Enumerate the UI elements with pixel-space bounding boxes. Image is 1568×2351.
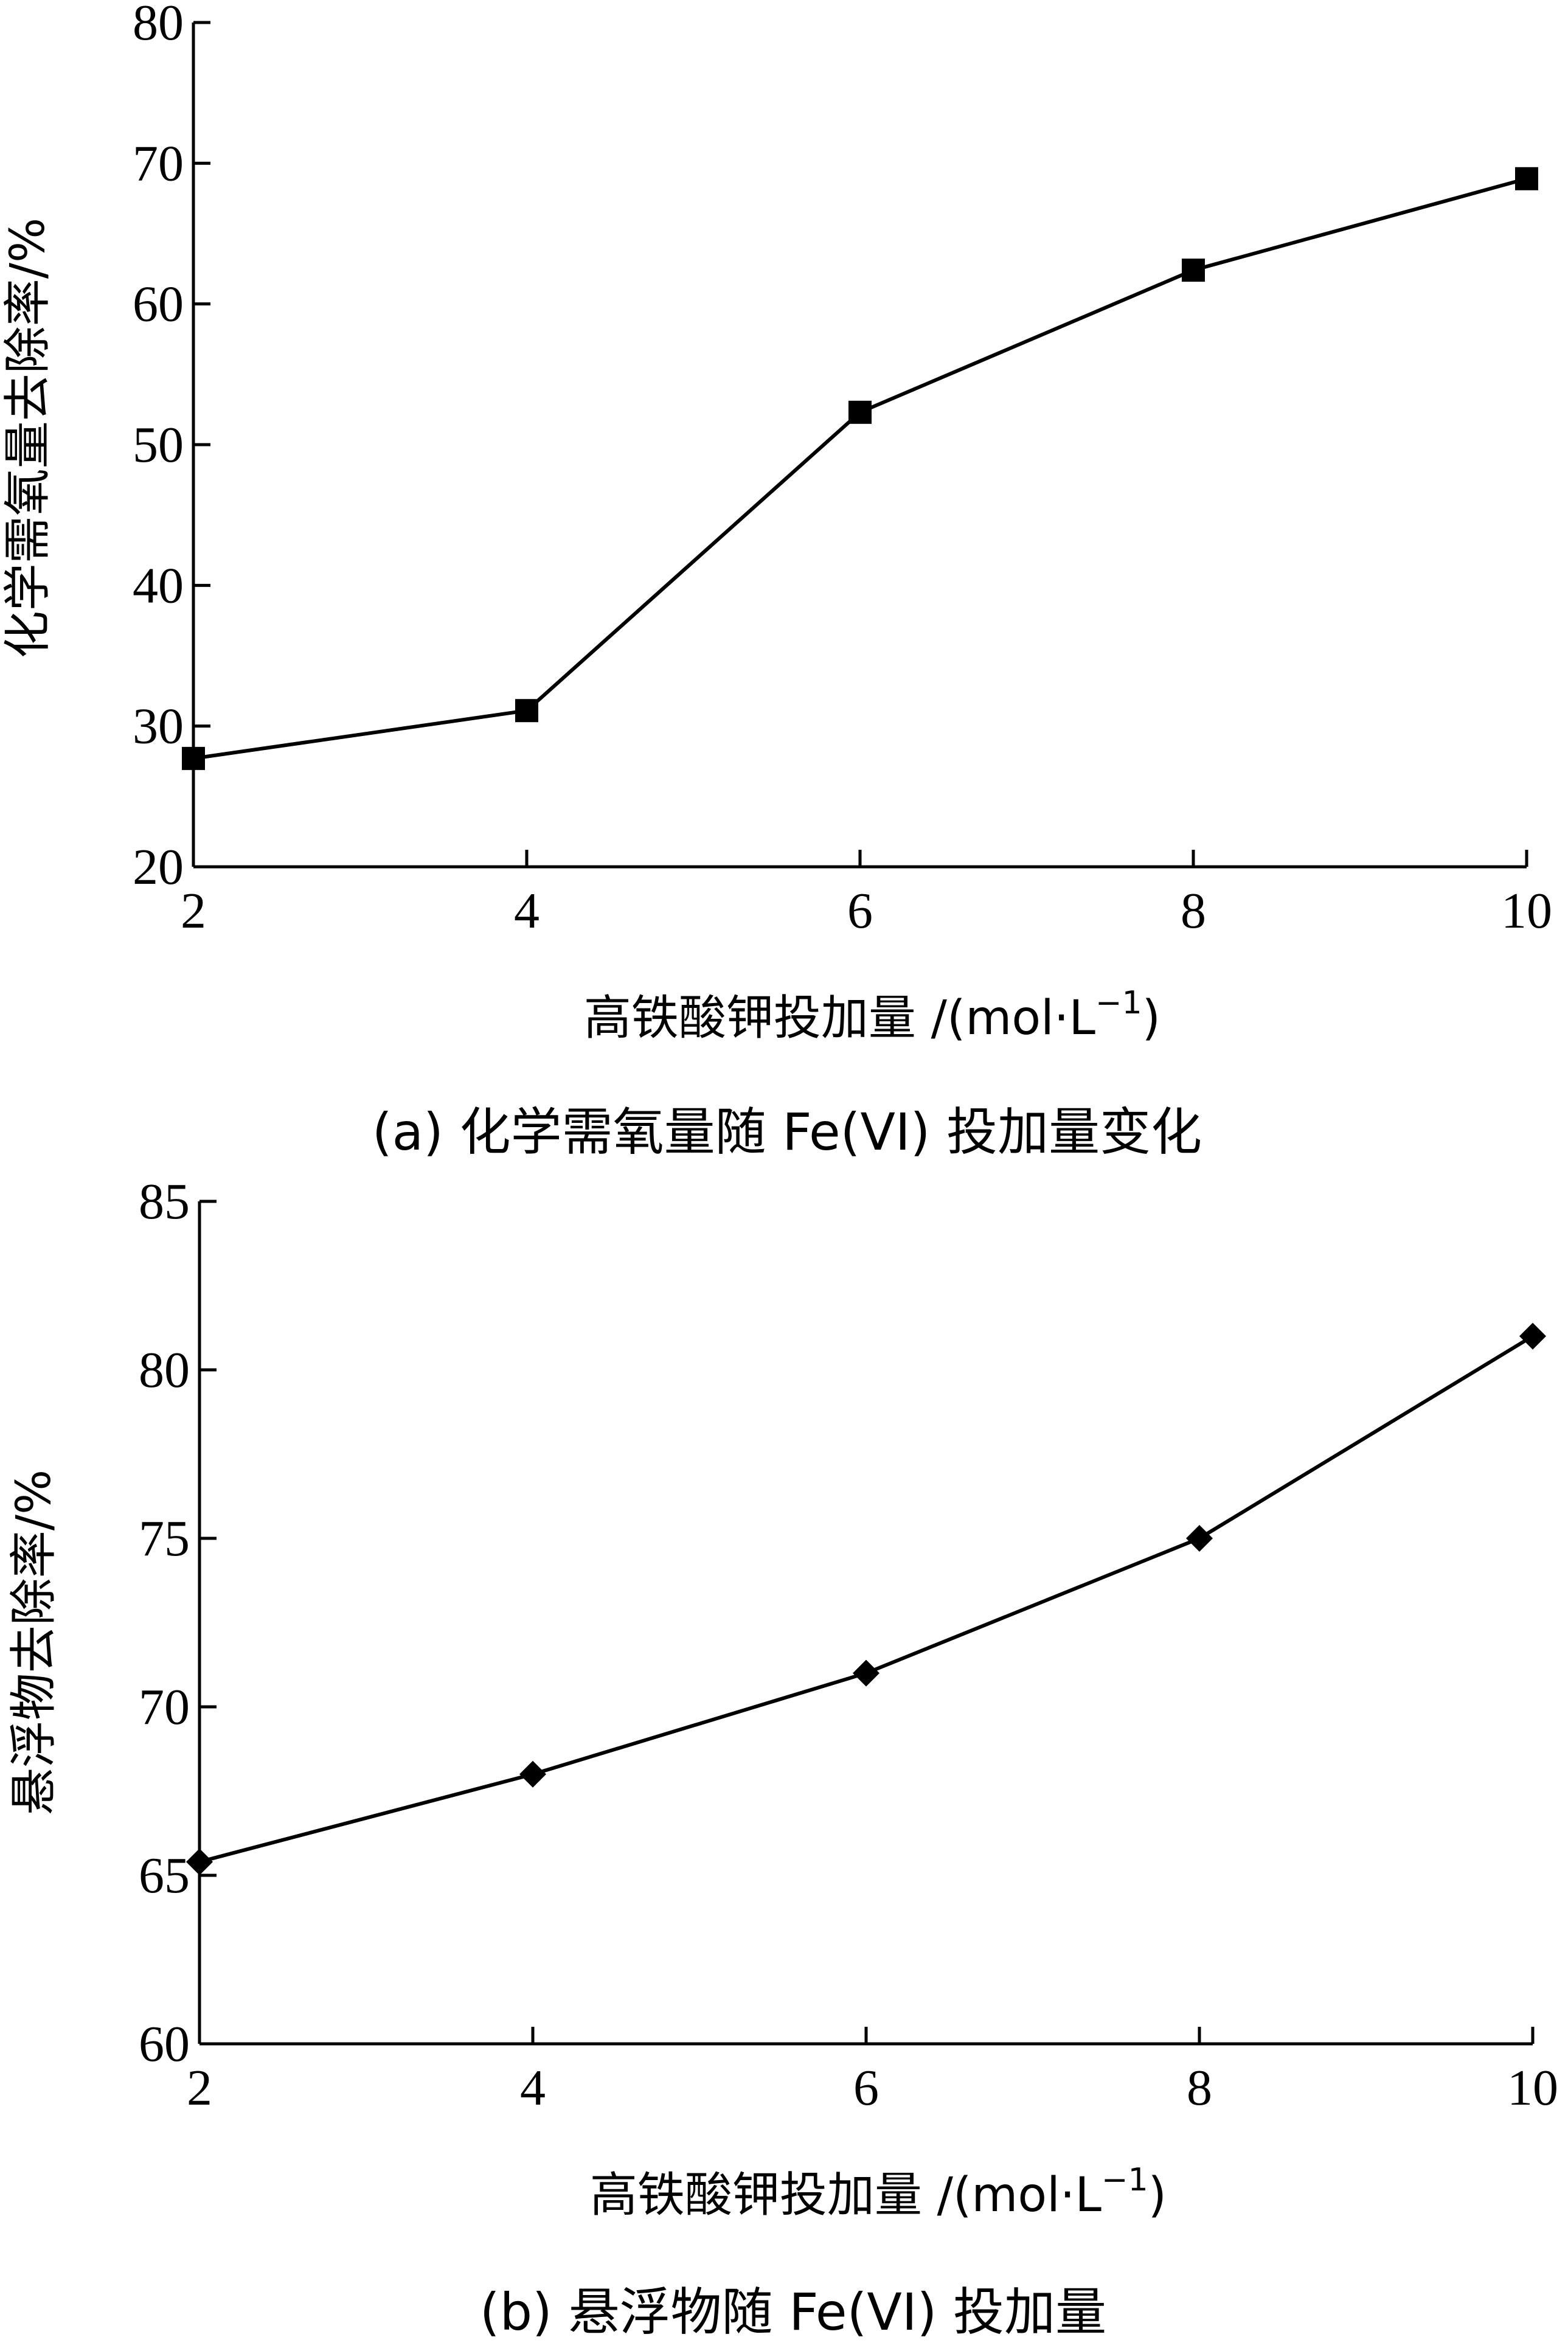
y-tick-label: 20	[133, 839, 184, 895]
y-tick-label: 80	[139, 1342, 190, 1398]
x-tick-label: 6	[853, 2060, 879, 2116]
y-tick-label: 75	[139, 1510, 190, 1567]
x-tick-label: 6	[847, 883, 873, 939]
x-tick-label: 4	[514, 883, 539, 939]
data-point	[1515, 167, 1538, 190]
x-tick-label: 4	[520, 2060, 546, 2116]
x-tick-label: 10	[1501, 883, 1552, 939]
data-point	[1182, 259, 1205, 282]
series-line	[199, 1335, 1534, 1864]
y-tick-label: 30	[133, 698, 184, 755]
y-tick-label: 85	[139, 1173, 190, 1230]
data-point	[186, 1848, 213, 1875]
y-tick-label: 50	[133, 417, 184, 473]
x-axis-title: 高铁酸钾投加量 /(mol·L−1)	[590, 2162, 1167, 2223]
y-tick-label: 60	[139, 2016, 190, 2072]
x-axis-title-close: )	[1148, 2168, 1167, 2223]
x-axis-title-main: 高铁酸钾投加量 /(mol·L	[584, 991, 1096, 1046]
x-tick-label: 10	[1507, 2060, 1558, 2116]
y-tick-label: 40	[133, 557, 184, 614]
y-tick-label: 70	[139, 1679, 190, 1735]
x-axis-title-main: 高铁酸钾投加量 /(mol·L	[590, 2168, 1102, 2223]
x-axis-title-exponent: −1	[1101, 2162, 1148, 2198]
caption: (a) 化学需氧量随 Fe(VI) 投加量变化	[372, 1102, 1202, 1162]
data-point	[519, 1760, 546, 1788]
y-tick-label: 65	[139, 1847, 190, 1904]
data-point	[515, 699, 538, 723]
data-point	[182, 746, 205, 770]
chart-b: 60 65 70 75 80 85 2 4 6 8 10 悬浮物去除率/% 高铁酸钾投加量 /(mol·…	[7, 1173, 1558, 2342]
y-axis-title: 悬浮物去除率/%	[7, 1470, 61, 1815]
x-tick-label: 8	[1187, 2060, 1212, 2116]
series-line	[193, 176, 1527, 760]
y-tick-label: 80	[133, 0, 184, 51]
x-axis-title: 高铁酸钾投加量 /(mol·L−1)	[584, 985, 1160, 1046]
x-tick-label: 2	[181, 883, 206, 939]
caption: (b) 悬浮物随 Fe(VI) 投加量	[480, 2282, 1106, 2342]
y-tick-label: 60	[133, 276, 184, 333]
y-tick-label: 70	[133, 135, 184, 192]
data-point	[1186, 1525, 1213, 1552]
x-axis-title-exponent: −1	[1095, 985, 1142, 1021]
data-point	[1519, 1322, 1546, 1350]
chart-a: 20 30 40 50 60 70 80 2 4 6 8 10 化学需氧量去除率/% 高铁酸钾投加量 /(…	[1, 0, 1552, 1162]
y-axis-title: 化学需氧量去除率/%	[1, 218, 55, 658]
x-tick-label: 8	[1181, 883, 1206, 939]
data-point	[848, 400, 872, 424]
x-tick-label: 2	[187, 2060, 212, 2116]
data-point	[853, 1659, 879, 1687]
x-axis-title-close: )	[1142, 991, 1160, 1046]
